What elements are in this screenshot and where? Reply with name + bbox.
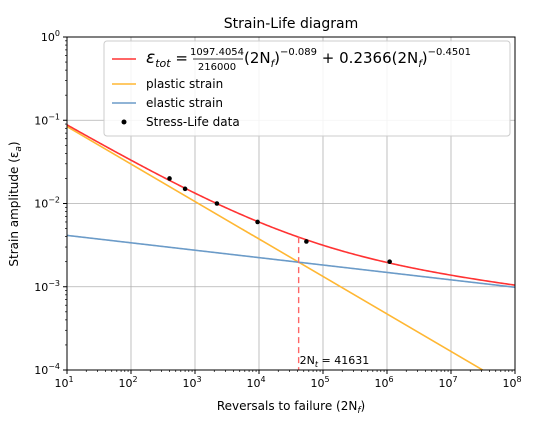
legend-box: [103, 40, 511, 137]
y-tick-label: 10−1: [34, 112, 60, 127]
legend-label-total-strain: εtot =: [146, 48, 188, 70]
legend: εtot = 1097.4054 216000 (2Nf)−0.089 + 0.…: [103, 40, 511, 137]
x-tick-label: 106: [374, 375, 393, 390]
y-axis-ticks: 10−4 10−3 10−2 10−1 100: [34, 29, 67, 377]
y-tick-label: 100: [41, 29, 60, 44]
y-tick-label: 10−4: [34, 362, 60, 377]
stress-life-point: [167, 176, 172, 181]
total-strain-curve: [67, 124, 515, 286]
transition-layer: 2Nt = 41631: [297, 237, 370, 370]
y-axis-label: Strain amplitude (εa): [7, 141, 24, 266]
x-axis-ticks: 101 102 103 104 105 106 107 108: [54, 370, 522, 390]
x-tick-label: 102: [118, 375, 137, 390]
legend-formula-rest: (2Nf)−0.089 + 0.2366(2Nf)−0.4501: [244, 47, 471, 70]
x-tick-label: 104: [246, 375, 265, 390]
x-axis-label: Reversals to failure (2Nf): [217, 399, 365, 416]
legend-label-elastic-strain: elastic strain: [146, 96, 223, 110]
x-tick-label: 105: [310, 375, 329, 390]
x-tick-label: 107: [438, 375, 457, 390]
legend-label-stress-life: Stress-Life data: [146, 115, 240, 129]
legend-fraction-numerator: 1097.4054: [190, 47, 244, 58]
plastic-strain-curve: [67, 125, 485, 370]
stress-life-point: [255, 219, 260, 225]
chart-title: Strain-Life diagram: [224, 16, 358, 32]
y-tick-label: 10−3: [34, 279, 60, 294]
x-tick-label: 108: [502, 375, 521, 390]
stress-life-point: [387, 259, 392, 264]
stress-life-point: [182, 186, 188, 192]
x-tick-label: 101: [54, 375, 73, 390]
legend-label-plastic-strain: plastic strain: [146, 77, 223, 91]
elastic-strain-curve: [67, 234, 515, 289]
legend-marker-stress-life: [121, 119, 127, 125]
legend-fraction-denominator: 216000: [198, 62, 236, 73]
stress-life-point: [214, 201, 220, 206]
stress-life-point: [304, 239, 309, 244]
series-layer: [67, 124, 515, 370]
transition-label: 2Nt = 41631: [300, 354, 370, 369]
x-tick-label: 103: [182, 375, 201, 390]
y-tick-label: 10−2: [34, 196, 60, 211]
